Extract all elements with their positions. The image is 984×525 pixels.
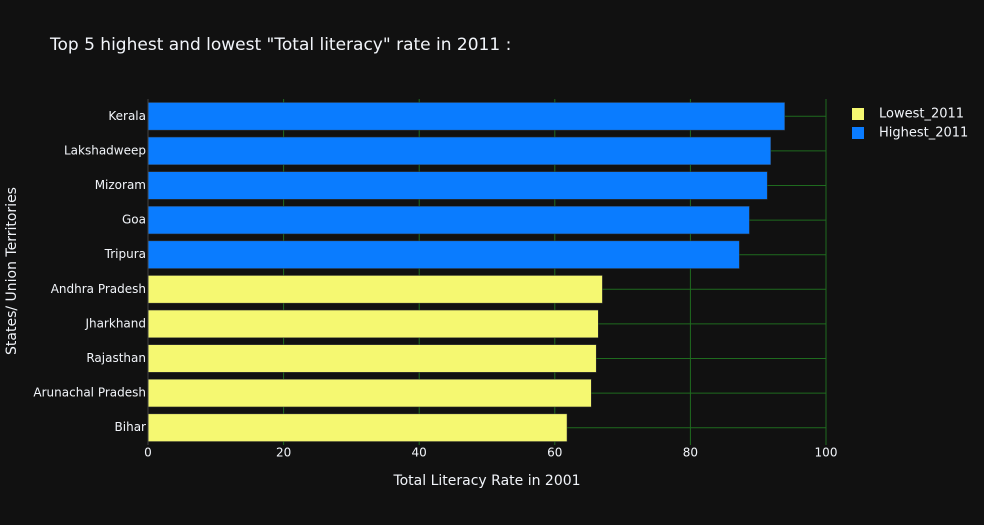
x-axis-title: Total Literacy Rate in 2001: [392, 473, 580, 489]
bar: [147, 240, 740, 269]
bar: [147, 379, 592, 408]
bar: [147, 136, 771, 165]
y-tick-label: Kerala: [108, 109, 146, 123]
x-tick-label: 100: [815, 446, 838, 460]
y-tick-label: Goa: [122, 213, 146, 227]
y-tick-label: Tripura: [104, 247, 146, 261]
x-tick-label: 0: [144, 446, 152, 460]
bar: [147, 102, 785, 131]
x-tick-label: 20: [276, 446, 291, 460]
bar: [147, 275, 603, 304]
bar: [147, 344, 597, 373]
x-tick-label: 80: [683, 446, 698, 460]
y-tick-label: Rajasthan: [86, 351, 146, 365]
y-tick-label: Andhra Pradesh: [51, 282, 146, 296]
y-tick-label: Mizoram: [95, 178, 146, 192]
legend-label: Highest_2011: [879, 126, 968, 141]
y-tick-label: Jharkhand: [84, 316, 146, 330]
bar: [147, 413, 568, 442]
y-axis-title: States/ Union Territories: [4, 187, 20, 355]
chart-title: Top 5 highest and lowest "Total literacy…: [49, 35, 511, 55]
legend-swatch: [852, 108, 864, 120]
x-tick-label: 40: [412, 446, 427, 460]
bar: [147, 206, 750, 235]
legend-label: Lowest_2011: [879, 107, 964, 122]
y-tick-label: Bihar: [115, 420, 147, 434]
bar: [147, 309, 599, 338]
legend-swatch: [852, 127, 864, 139]
x-tick-label: 60: [547, 446, 562, 460]
y-tick-label: Arunachal Pradesh: [33, 386, 146, 400]
bar: [147, 171, 768, 200]
y-tick-label: Lakshadweep: [64, 143, 146, 157]
